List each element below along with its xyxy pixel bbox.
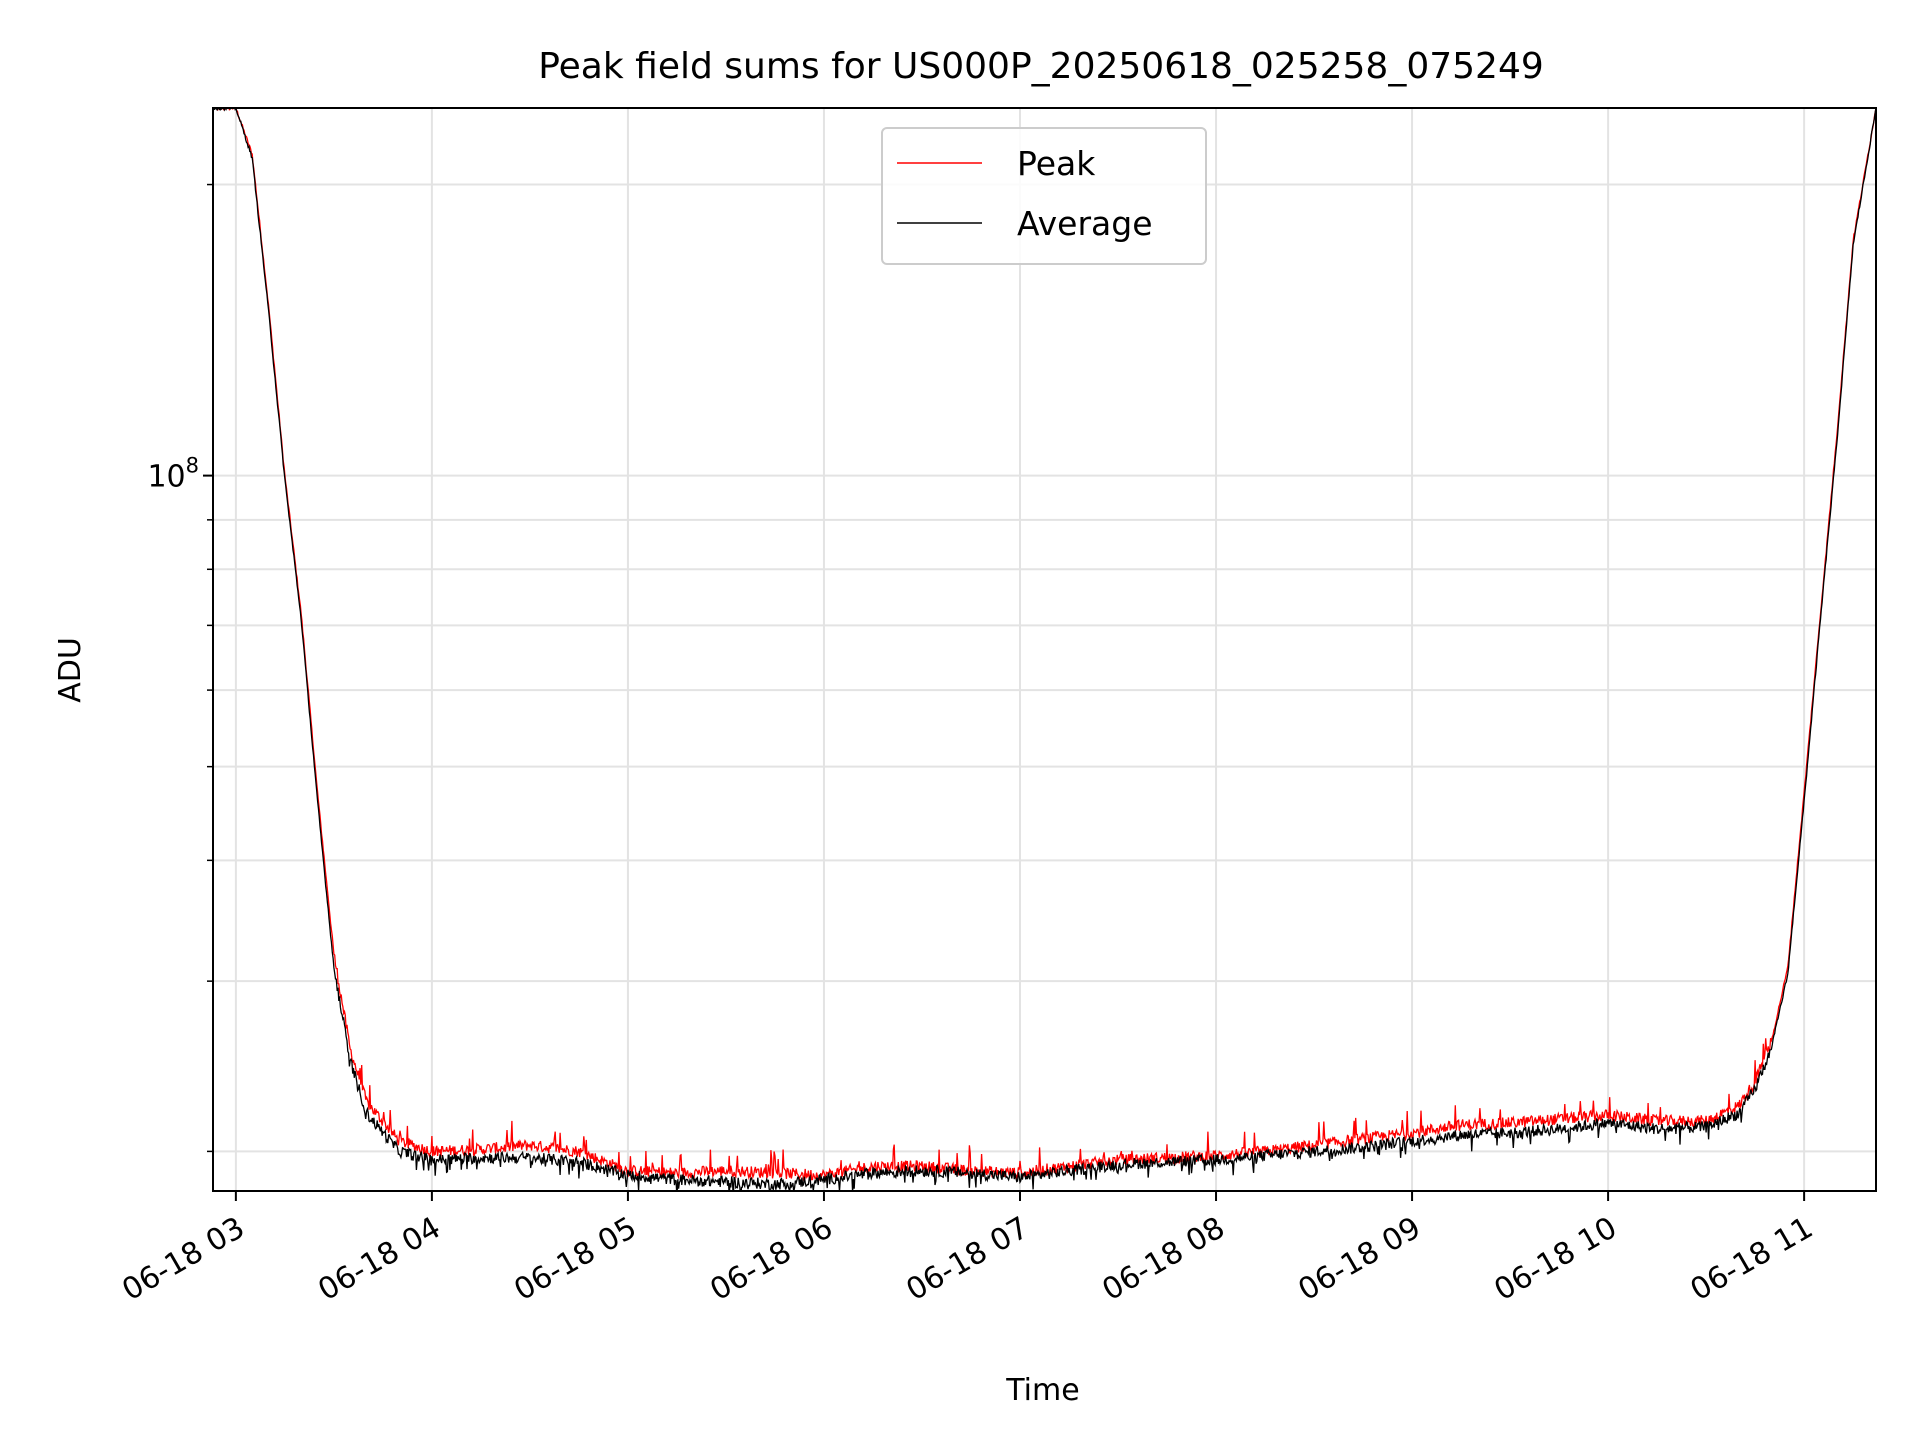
y-axis: 108 (147, 183, 213, 1153)
legend: Peak Average (881, 127, 1207, 265)
y-tick-label: 108 (147, 454, 199, 495)
legend-frame (881, 127, 1207, 265)
legend-label-average: Average (1017, 204, 1153, 243)
legend-label-peak: Peak (1017, 144, 1096, 183)
chart-title: Peak field sums for US000P_20250618_0252… (538, 46, 1544, 87)
y-tick-label-base: 10 (147, 460, 185, 495)
y-axis-label: ADU (53, 637, 88, 703)
series-line-peak (213, 108, 1876, 1184)
plot-area (213, 108, 1876, 1191)
series-layer (213, 108, 1876, 1191)
plot-frame (212, 107, 1877, 1192)
grid (213, 108, 1876, 1191)
x-axis-label: Time (1005, 1373, 1079, 1408)
y-tick-label-exponent: 8 (186, 454, 199, 478)
series-line-average (213, 108, 1876, 1191)
